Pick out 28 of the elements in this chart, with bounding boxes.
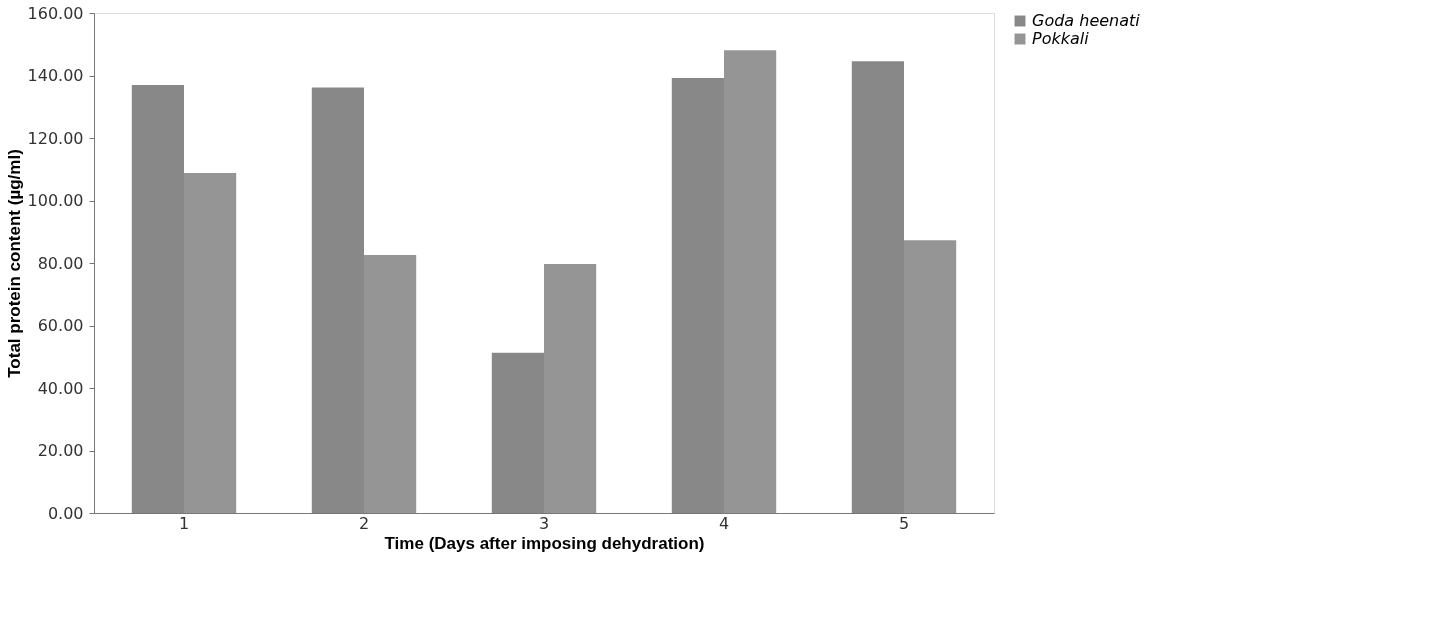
y-tick-label: 40.00 bbox=[37, 378, 84, 398]
legend-label: Pokkali bbox=[1032, 29, 1090, 48]
y-tick-label: 100.00 bbox=[27, 191, 84, 210]
y-tick-label: 120.00 bbox=[27, 128, 84, 148]
legend-label: Goda heenati bbox=[1032, 11, 1141, 30]
bar bbox=[364, 254, 417, 513]
y-tick-label: 160.00 bbox=[27, 3, 84, 23]
y-axis-title: Total protein content (µg/ml) bbox=[4, 149, 24, 378]
bar bbox=[724, 50, 777, 513]
bar bbox=[544, 263, 597, 513]
bar bbox=[671, 78, 724, 513]
x-tick-label: 4 bbox=[718, 513, 730, 533]
x-tick-label: 1 bbox=[178, 513, 190, 533]
y-tick-label: 60.00 bbox=[37, 316, 84, 335]
bar bbox=[311, 87, 364, 513]
bar bbox=[491, 352, 544, 513]
x-tick-label: 3 bbox=[538, 513, 550, 533]
bar bbox=[131, 84, 184, 513]
y-tick-label: 0.00 bbox=[47, 503, 84, 523]
x-tick-label: 2 bbox=[358, 513, 370, 533]
y-tick-label: 140.00 bbox=[27, 66, 84, 85]
x-axis-title: Time (Days after imposing dehydration) bbox=[384, 533, 705, 553]
bar bbox=[904, 240, 957, 513]
y-tick-label: 80.00 bbox=[37, 253, 84, 273]
x-tick-label: 5 bbox=[898, 513, 910, 533]
y-tick-label: 20.00 bbox=[37, 441, 84, 460]
bar bbox=[851, 61, 904, 513]
bar bbox=[184, 173, 237, 513]
